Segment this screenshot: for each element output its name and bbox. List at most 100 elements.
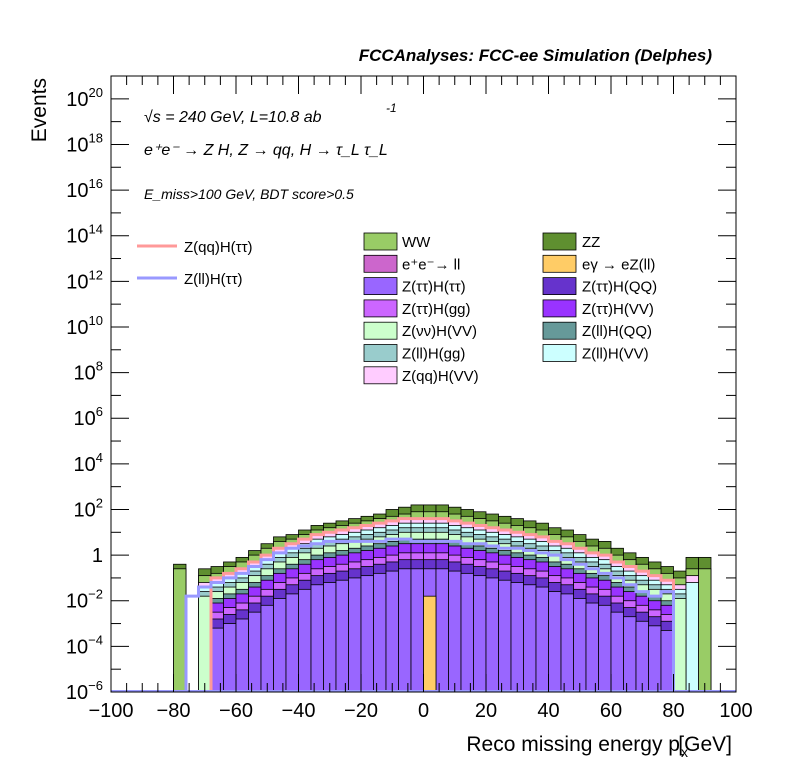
hist-bar	[498, 579, 512, 693]
x-tick-label: −60	[219, 700, 253, 722]
hist-bar	[573, 598, 587, 693]
hist-bar	[298, 588, 312, 693]
hist-bar	[360, 575, 374, 693]
hist-bar	[198, 595, 212, 693]
hist-bar	[373, 572, 387, 693]
x-tick-label: 100	[719, 700, 752, 722]
legend-label: eγ → eZ(ll)	[582, 256, 655, 273]
legend-label: Z(ττ)H(gg)	[402, 301, 471, 318]
hist-bar	[510, 582, 524, 693]
legend-fill-swatch	[363, 254, 398, 273]
x-tick-label: 0	[418, 700, 429, 722]
legend-fill-swatch	[542, 299, 577, 318]
y-tick-label: 10−2	[66, 587, 103, 613]
x-axis-label-main: Reco missing energy p	[466, 733, 680, 756]
hist-bar	[398, 568, 412, 693]
x-tick-label: −20	[344, 700, 378, 722]
legend-fill-swatch	[363, 366, 398, 385]
legend-fill-swatch	[542, 277, 577, 296]
y-tick-label: 1	[92, 545, 103, 567]
x-tick-label: 60	[600, 700, 622, 722]
hist-bar	[548, 591, 562, 693]
y-tick-label: 1012	[66, 267, 103, 293]
hist-bar	[635, 620, 649, 693]
hist-bar	[460, 572, 474, 693]
hist-bar	[485, 577, 499, 693]
legend-label: Z(ττ)H(ττ)	[402, 279, 466, 296]
hist-bar	[248, 611, 262, 693]
hist-bar	[173, 568, 187, 693]
hist-bar	[560, 593, 574, 693]
hist-bar	[585, 602, 599, 693]
annotation-energy: √s = 240 GeV, L=10.8 ab -1	[144, 101, 397, 126]
hist-bar	[598, 604, 612, 693]
y-tick-label: 1020	[66, 85, 103, 111]
annotation-process: e⁺e⁻ → Z H, Z → qq, H → τ_L τ_L	[144, 142, 388, 159]
legend-label: Z(qq)H(VV)	[402, 368, 479, 385]
x-tick-label: 80	[662, 700, 684, 722]
hist-bar	[473, 575, 487, 693]
y-tick-label: 10−4	[66, 632, 103, 658]
legend-label: Z(ττ)H(VV)	[582, 301, 654, 318]
hist-bar	[660, 630, 674, 693]
legend-label: Z(ll)H(gg)	[402, 346, 465, 363]
hist-bar	[523, 584, 537, 693]
legend-fill-swatch	[363, 299, 398, 318]
hist-bar	[698, 568, 712, 693]
legend-fill-swatch	[363, 232, 398, 251]
annotation-energy-text: √s = 240 GeV, L=10.8 ab	[144, 109, 322, 126]
hist-bar	[335, 579, 349, 693]
y-tick-label: 1018	[66, 130, 103, 156]
legend-label: Z(ll)H(VV)	[582, 346, 649, 363]
legend-fill-swatch	[363, 321, 398, 340]
legend-fill-swatch	[542, 344, 577, 362]
legend-fill-swatch	[363, 344, 398, 362]
y-tick-label: 1014	[66, 222, 103, 248]
hist-bar	[210, 627, 224, 693]
hist-bar	[673, 598, 687, 693]
x-tick-label: 40	[537, 700, 559, 722]
hist-bar	[410, 568, 424, 693]
y-tick-label: 1010	[66, 313, 103, 339]
hist-bar	[273, 598, 287, 693]
hist-bar	[385, 570, 399, 693]
chart-title: FCCAnalyses: FCC-ee Simulation (Delphes)	[359, 46, 713, 65]
annotation-cuts: E_miss>100 GeV, BDT score>0.5	[144, 186, 354, 202]
hist-bar	[448, 570, 462, 693]
x-axis-label: Reco missing energy p x [GeV]	[466, 733, 732, 760]
y-tick-label: 108	[74, 359, 103, 385]
legend-label: Z(ττ)H(QQ)	[582, 279, 657, 296]
legend-fill-swatch	[542, 232, 577, 251]
hist-bar	[348, 577, 362, 693]
hist-bar	[285, 593, 299, 693]
legend-label: Z(ll)H(ττ)	[184, 271, 243, 288]
annotation-energy-sup: -1	[386, 101, 397, 115]
hist-bar	[235, 618, 249, 693]
hist-bar	[623, 616, 637, 693]
hist-bar	[535, 586, 549, 693]
y-tick-label: 104	[74, 450, 103, 476]
legend-fill-swatch	[363, 277, 398, 296]
hist-bar	[610, 611, 624, 693]
line-series	[184, 537, 675, 692]
hist-bar	[685, 582, 699, 693]
x-tick-label: 20	[475, 700, 497, 722]
legend-label: Z(qq)H(ττ)	[184, 239, 253, 256]
x-tick-label: −80	[157, 700, 191, 722]
hist-bar	[323, 582, 337, 693]
x-axis-label-unit: [GeV]	[678, 733, 732, 756]
hist-bar	[260, 604, 274, 693]
x-tick-label: −40	[282, 700, 316, 722]
legend-label: e⁺e⁻→ ll	[402, 256, 460, 273]
y-axis-label: Events	[28, 78, 51, 142]
hist-bar	[310, 584, 324, 693]
x-tick-label: −100	[88, 700, 133, 722]
y-tick-label: 1016	[66, 176, 103, 202]
hist-bar	[435, 568, 449, 693]
hist-bar	[648, 625, 662, 693]
legend-fill-swatch	[542, 254, 577, 273]
y-tick-label: 10−6	[66, 678, 103, 704]
hist-bar	[423, 595, 437, 693]
legend-fill-swatch	[542, 321, 577, 340]
